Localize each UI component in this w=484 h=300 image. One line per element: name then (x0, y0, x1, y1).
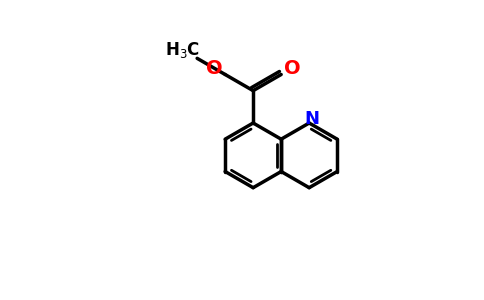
Text: O: O (206, 59, 223, 78)
Text: N: N (305, 110, 320, 128)
Text: O: O (284, 59, 300, 78)
Text: H$_3$C: H$_3$C (165, 40, 200, 60)
